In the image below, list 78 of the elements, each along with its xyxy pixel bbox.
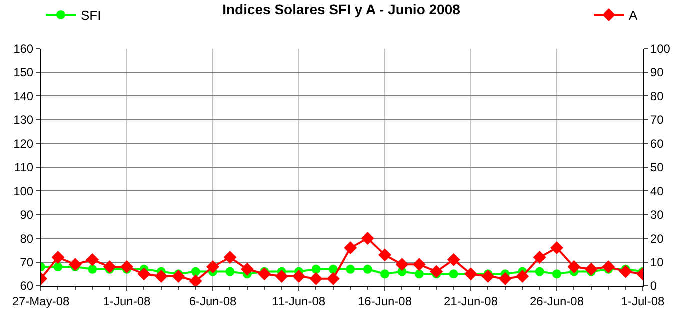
point — [430, 265, 444, 278]
point — [258, 268, 272, 281]
point — [103, 260, 116, 274]
y2-tick-label: 50 — [650, 160, 664, 175]
x-tick-label: 26-Jun-08 — [530, 294, 584, 308]
y-tick-label: 90 — [20, 208, 34, 222]
x-tick-label: 6-Jun-08 — [189, 294, 237, 308]
y2-tick-label: 40 — [650, 184, 664, 198]
point — [275, 270, 288, 284]
point — [447, 253, 460, 266]
point — [189, 274, 202, 286]
point — [414, 270, 424, 279]
y-tick-label: 70 — [20, 255, 34, 270]
point — [54, 262, 63, 272]
point — [535, 267, 544, 276]
y2-tick-label: 100 — [650, 42, 671, 56]
point — [619, 265, 632, 278]
point — [191, 267, 200, 276]
point — [361, 232, 374, 246]
x-tick-label: 16-Jun-08 — [358, 294, 412, 308]
y2-tick-label: 30 — [650, 208, 664, 222]
point — [516, 270, 530, 284]
y2-tick-label: 60 — [650, 136, 664, 151]
y-tick-label: 60 — [20, 279, 34, 294]
point — [68, 258, 82, 272]
point — [552, 270, 562, 279]
y-tick-label: 160 — [14, 42, 34, 56]
y2-tick-label: 10 — [650, 255, 664, 270]
point — [52, 251, 65, 264]
point — [292, 270, 306, 284]
y-tick-label: 150 — [14, 66, 34, 80]
x-tick-label: 27-May-08 — [12, 294, 70, 308]
point — [396, 258, 409, 272]
point — [154, 270, 168, 284]
point — [449, 270, 458, 279]
point — [363, 264, 372, 274]
point — [206, 260, 220, 274]
point — [226, 267, 235, 276]
legend-label: SFI — [81, 8, 102, 24]
y-tick-label: 140 — [14, 89, 34, 104]
point — [224, 251, 237, 264]
point — [172, 270, 186, 284]
y2-tick-label: 20 — [650, 232, 664, 246]
legend-label: A — [629, 8, 638, 24]
chart-title: Indices Solares SFI y A - Junio 2008 — [222, 2, 461, 18]
y-tick-label: 130 — [14, 113, 34, 128]
x-tick-label: 21-Jun-08 — [444, 294, 498, 308]
y-tick-label: 120 — [14, 136, 34, 151]
point — [602, 260, 616, 274]
point — [412, 258, 426, 272]
point — [86, 253, 100, 266]
point — [326, 272, 340, 286]
point — [378, 248, 392, 262]
point — [533, 251, 546, 264]
y2-tick-label: 90 — [650, 66, 664, 80]
point — [482, 270, 495, 284]
x-tick-label: 1-Jun-08 — [103, 294, 151, 308]
point — [584, 262, 598, 276]
x-tick-label: 11-Jun-08 — [272, 294, 326, 308]
point — [498, 272, 512, 286]
point — [88, 264, 98, 274]
point — [568, 260, 581, 274]
y-tick-label: 80 — [20, 232, 34, 246]
point — [138, 268, 151, 281]
point — [344, 242, 358, 255]
point — [310, 272, 323, 286]
y2-tick-label: 0 — [650, 279, 658, 294]
point — [346, 264, 356, 274]
point — [240, 262, 254, 276]
point — [312, 264, 321, 274]
y2-tick-label: 70 — [650, 113, 664, 128]
point — [380, 270, 390, 279]
x-tick-label: 1-Jul-08 — [621, 294, 665, 308]
y2-tick-label: 80 — [650, 89, 664, 104]
point — [120, 260, 134, 274]
point — [550, 242, 564, 255]
y-tick-label: 110 — [14, 160, 34, 175]
y-tick-label: 100 — [14, 184, 34, 198]
